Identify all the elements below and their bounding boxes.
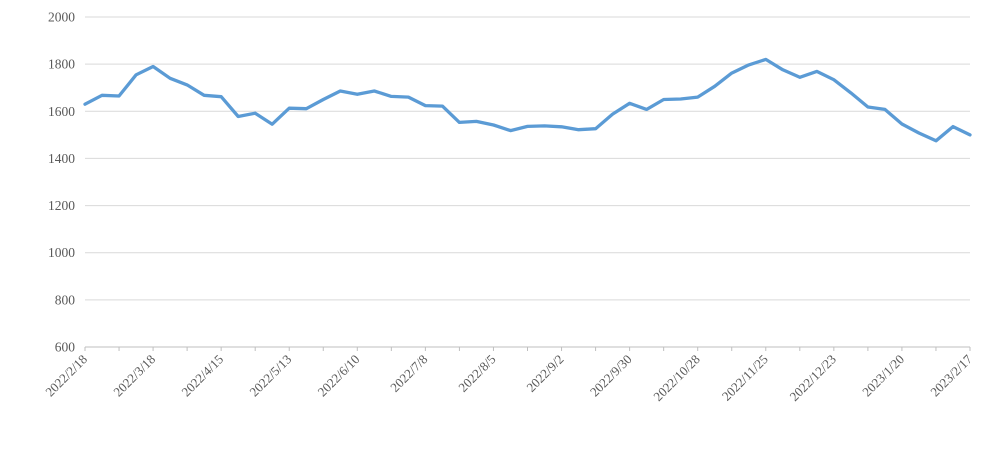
x-axis-tick-label: 2022/9/2 (523, 352, 566, 395)
x-axis-tick-label: 2022/8/5 (455, 352, 498, 395)
x-axis-tick-label: 2022/10/28 (650, 352, 702, 404)
x-axis-tick-label: 2022/6/10 (315, 352, 363, 400)
y-axis-tick-label: 800 (55, 292, 76, 307)
x-axis-tick-label: 2022/5/13 (246, 352, 294, 400)
y-axis-tick-label: 2000 (48, 10, 75, 25)
y-axis-tick-label: 600 (55, 340, 76, 355)
x-axis-tick-label: 2022/12/23 (786, 352, 838, 404)
x-axis-tick-label: 2022/7/8 (387, 352, 430, 395)
x-axis-tick-label: 2022/2/18 (42, 352, 90, 400)
y-axis-tick-label: 1000 (48, 245, 75, 260)
y-axis-tick-label: 1800 (48, 57, 75, 72)
x-axis-tick-label: 2022/4/15 (178, 352, 226, 400)
x-axis-tick-label: 2022/3/18 (110, 352, 158, 400)
x-axis-tick-label: 2022/11/25 (719, 352, 771, 404)
x-axis-tick-label: 2023/2/17 (927, 351, 975, 399)
y-axis-tick-label: 1400 (48, 151, 75, 166)
y-axis-tick-label: 1600 (48, 104, 75, 119)
x-axis-tick-label: 2023/1/20 (859, 352, 907, 400)
series-line (83, 57, 972, 143)
x-axis-tick-label: 2022/9/30 (587, 352, 635, 400)
y-axis-tick-label: 1200 (48, 198, 75, 213)
